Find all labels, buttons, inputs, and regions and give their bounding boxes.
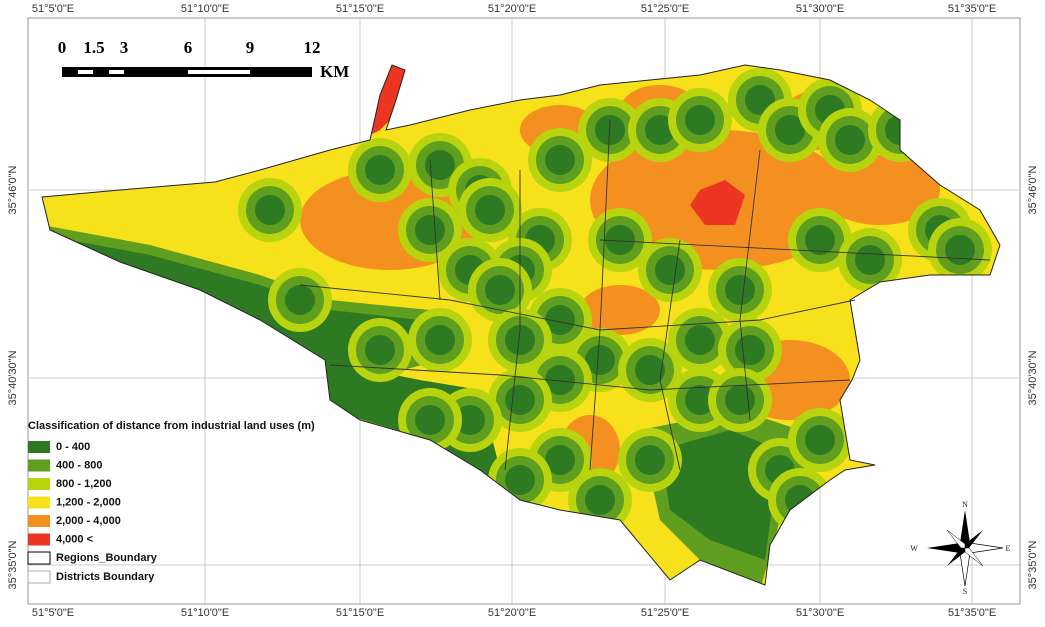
lat-label: 35°46'0"N bbox=[1027, 165, 1039, 214]
lon-label: 51°10'0"E bbox=[181, 3, 229, 15]
class-area bbox=[725, 385, 755, 415]
class-area bbox=[485, 275, 515, 305]
scale-label: 12 bbox=[304, 38, 321, 57]
class-area bbox=[805, 225, 835, 255]
class-area bbox=[545, 365, 575, 395]
legend-label: 800 - 1,200 bbox=[56, 478, 112, 490]
class-area bbox=[505, 325, 535, 355]
legend-swatch bbox=[28, 496, 50, 509]
scale-label: 1.5 bbox=[83, 38, 104, 57]
lat-label: 35°46'0"N bbox=[7, 165, 19, 214]
class-area bbox=[285, 285, 315, 315]
lon-label: 51°25'0"E bbox=[641, 607, 689, 619]
class-area bbox=[255, 195, 285, 225]
lat-label: 35°35'0"N bbox=[1027, 540, 1039, 589]
legend-label: 2,000 - 4,000 bbox=[56, 515, 121, 527]
compass-w: W bbox=[910, 544, 918, 553]
class-area bbox=[685, 385, 715, 415]
legend-label: Districts Boundary bbox=[56, 571, 155, 583]
lon-label: 51°15'0"E bbox=[336, 607, 384, 619]
class-area bbox=[505, 465, 535, 495]
class-area bbox=[605, 225, 635, 255]
scale-label: 9 bbox=[246, 38, 255, 57]
lon-label: 51°5'0"E bbox=[32, 607, 74, 619]
scale-label: 6 bbox=[184, 38, 193, 57]
class-area bbox=[415, 405, 445, 435]
lon-label: 51°25'0"E bbox=[641, 3, 689, 15]
class-area bbox=[820, 155, 940, 225]
compass-n: N bbox=[962, 500, 968, 509]
lon-label: 51°35'0"E bbox=[948, 607, 996, 619]
class-area bbox=[545, 305, 575, 335]
lon-label: 51°30'0"E bbox=[796, 607, 844, 619]
legend-swatch bbox=[28, 441, 50, 453]
class-area bbox=[455, 405, 485, 435]
legend-swatch bbox=[28, 478, 50, 490]
lat-label: 35°35'0"N bbox=[7, 540, 19, 589]
class-area bbox=[585, 345, 615, 375]
lon-label: 51°35'0"E bbox=[948, 3, 996, 15]
legend-label: 0 - 400 bbox=[56, 441, 90, 453]
lat-label: 35°40'30"N bbox=[7, 350, 19, 405]
lon-label: 51°30'0"E bbox=[796, 3, 844, 15]
class-area bbox=[685, 325, 715, 355]
class-area bbox=[545, 445, 575, 475]
lon-label: 51°20'0"E bbox=[488, 3, 536, 15]
class-area bbox=[735, 335, 765, 365]
class-area bbox=[805, 425, 835, 455]
legend-label: Regions_Boundary bbox=[56, 552, 158, 564]
city-boundary bbox=[41, 64, 1001, 586]
class-area bbox=[425, 325, 455, 355]
lon-label: 51°15'0"E bbox=[336, 3, 384, 15]
scale-label: 3 bbox=[120, 38, 129, 57]
class-area bbox=[475, 195, 505, 225]
scale-bar bbox=[62, 67, 312, 77]
legend-swatch bbox=[28, 459, 50, 472]
compass-e: E bbox=[1006, 544, 1011, 553]
legend-title: Classification of distance from industri… bbox=[28, 420, 315, 432]
lon-label: 51°10'0"E bbox=[181, 607, 229, 619]
lon-label: 51°5'0"E bbox=[32, 3, 74, 15]
north-arrow bbox=[927, 510, 1004, 587]
class-area bbox=[635, 445, 665, 475]
legend-swatch bbox=[27, 570, 51, 584]
class-area bbox=[415, 215, 445, 245]
class-area bbox=[645, 115, 675, 145]
legend-label: 400 - 800 bbox=[56, 459, 102, 471]
class-area bbox=[835, 125, 865, 155]
legend-swatch bbox=[27, 551, 51, 565]
class-area bbox=[655, 255, 685, 285]
class-area bbox=[945, 235, 975, 265]
class-area bbox=[545, 145, 575, 175]
class-area bbox=[595, 115, 625, 145]
class-area bbox=[505, 385, 535, 415]
lon-label: 51°20'0"E bbox=[488, 607, 536, 619]
region-boundaries bbox=[299, 119, 991, 471]
scale-unit: KM bbox=[320, 62, 349, 81]
class-area bbox=[635, 355, 665, 385]
compass-s: S bbox=[963, 587, 967, 596]
class-area bbox=[365, 335, 395, 365]
class-area bbox=[690, 180, 745, 225]
class-area bbox=[775, 115, 805, 145]
legend-label: 4,000 < bbox=[56, 533, 93, 545]
class-area bbox=[365, 155, 395, 185]
lat-label: 35°40'30"N bbox=[1027, 350, 1039, 405]
legend-swatch bbox=[28, 533, 50, 546]
class-area bbox=[725, 275, 755, 305]
legend-label: 1,200 - 2,000 bbox=[56, 496, 121, 508]
class-area bbox=[425, 150, 455, 180]
class-area bbox=[855, 245, 885, 275]
scale-label: 0 bbox=[58, 38, 67, 57]
class-area bbox=[585, 485, 615, 515]
legend-swatch bbox=[28, 515, 50, 527]
class-area bbox=[685, 105, 715, 135]
